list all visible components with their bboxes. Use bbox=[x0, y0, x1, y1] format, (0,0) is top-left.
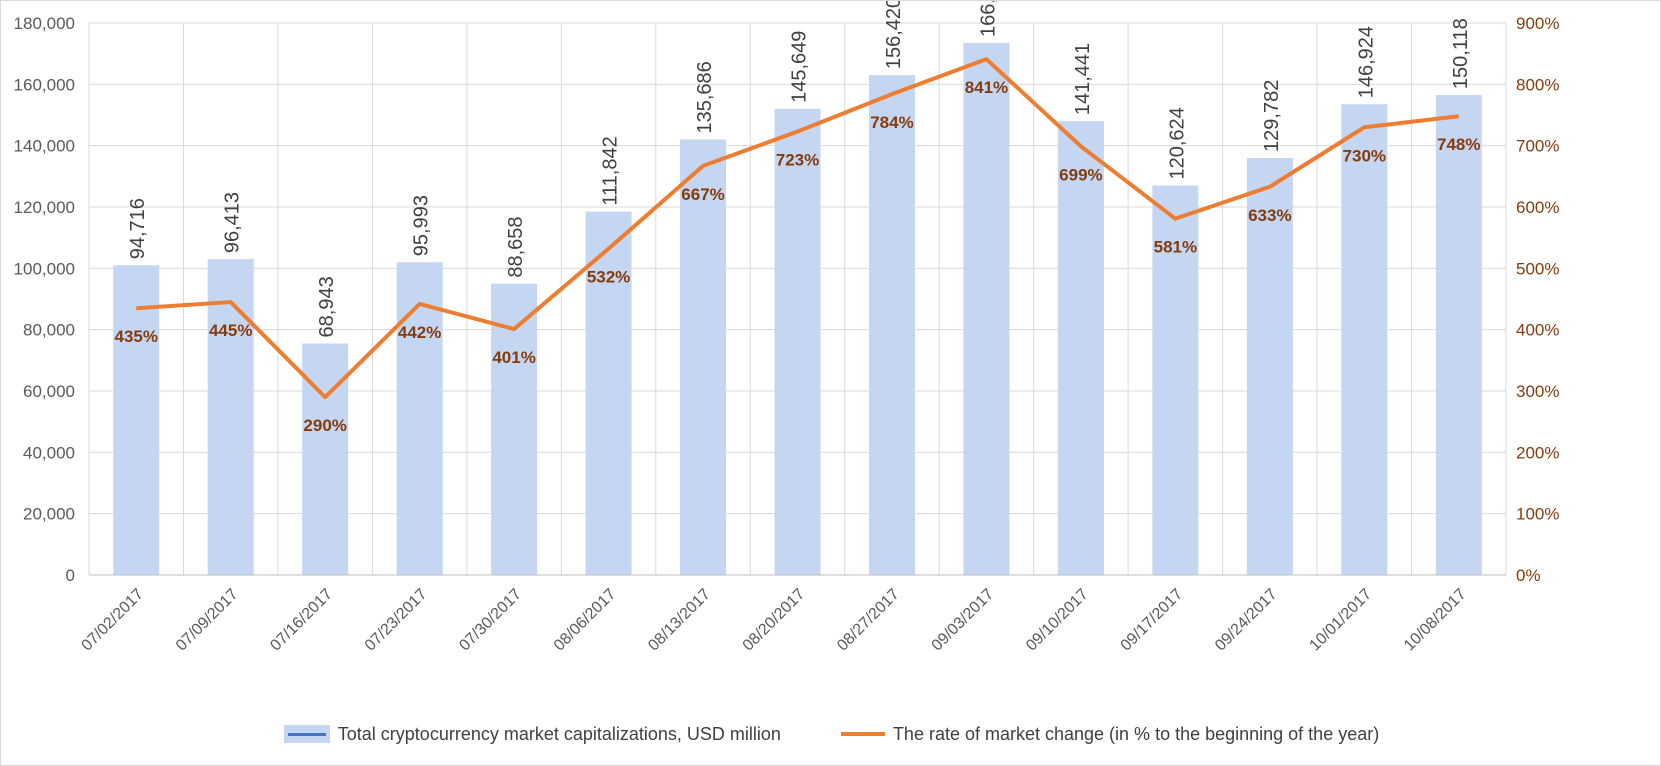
bar bbox=[963, 42, 1010, 575]
y-left-tick-label: 40,000 bbox=[23, 443, 75, 462]
bar-data-label: 94,716 bbox=[127, 198, 149, 259]
line-data-label: 445% bbox=[209, 321, 252, 340]
bar-data-label: 120,624 bbox=[1166, 107, 1188, 179]
bar-data-label: 88,658 bbox=[505, 216, 527, 277]
bar bbox=[491, 283, 538, 575]
line-data-label: 784% bbox=[870, 113, 913, 132]
x-tick-label: 10/01/2017 bbox=[1306, 586, 1375, 655]
bar-data-label: 166,644 bbox=[977, 1, 999, 37]
line-data-label: 532% bbox=[587, 268, 630, 287]
x-tick-label: 10/08/2017 bbox=[1401, 586, 1470, 655]
line-data-label: 633% bbox=[1248, 206, 1291, 225]
y-left-tick-label: 80,000 bbox=[23, 321, 75, 340]
bar-data-label: 150,118 bbox=[1450, 18, 1472, 89]
x-tick-label: 09/10/2017 bbox=[1023, 586, 1092, 655]
y-right-tick-label: 500% bbox=[1516, 259, 1559, 278]
line-data-label: 748% bbox=[1437, 135, 1480, 154]
line-data-label: 730% bbox=[1343, 146, 1386, 165]
y-right-tick-label: 600% bbox=[1516, 198, 1559, 217]
line-data-label: 581% bbox=[1154, 238, 1197, 257]
y-left-tick-label: 20,000 bbox=[23, 505, 75, 524]
x-tick-label: 07/09/2017 bbox=[173, 586, 242, 655]
y-left-tick-label: 180,000 bbox=[14, 14, 75, 33]
x-tick-label: 09/17/2017 bbox=[1118, 586, 1187, 655]
bar bbox=[1152, 185, 1199, 576]
bar-data-label: 95,993 bbox=[411, 195, 433, 256]
line-data-label: 435% bbox=[114, 327, 157, 346]
legend-line-label: The rate of market change (in % to the b… bbox=[892, 723, 1380, 744]
bar-data-label: 135,686 bbox=[694, 61, 716, 133]
line-data-label: 699% bbox=[1059, 165, 1102, 184]
legend-bar-swatch bbox=[283, 725, 330, 743]
legend-item-bar: Total cryptocurrency market capitalizati… bbox=[283, 723, 781, 745]
bar bbox=[1246, 157, 1293, 575]
bar bbox=[113, 265, 160, 575]
bar-data-label: 141,441 bbox=[1072, 43, 1094, 115]
y-left-tick-label: 120,000 bbox=[14, 198, 75, 217]
bar-data-label: 129,782 bbox=[1261, 80, 1283, 152]
y-right-tick-label: 400% bbox=[1516, 321, 1559, 340]
x-tick-label: 08/27/2017 bbox=[834, 586, 903, 655]
bar bbox=[585, 211, 632, 575]
y-right-tick-label: 200% bbox=[1516, 443, 1559, 462]
bar bbox=[680, 139, 727, 576]
x-tick-label: 08/13/2017 bbox=[645, 586, 714, 655]
x-tick-label: 07/02/2017 bbox=[78, 586, 147, 655]
y-right-tick-label: 0% bbox=[1516, 566, 1541, 585]
line-data-label: 667% bbox=[681, 185, 724, 204]
y-left-tick-label: 140,000 bbox=[14, 137, 75, 156]
chart-legend: Total cryptocurrency market capitalizati… bbox=[1, 719, 1661, 749]
bar-data-label: 111,842 bbox=[600, 136, 622, 205]
line-data-label: 841% bbox=[965, 78, 1008, 97]
bar bbox=[1057, 121, 1104, 575]
bar bbox=[868, 75, 915, 575]
y-right-tick-label: 100% bbox=[1516, 505, 1559, 524]
y-left-tick-label: 0 bbox=[66, 566, 75, 585]
x-tick-label: 07/30/2017 bbox=[456, 586, 525, 655]
bar bbox=[1435, 95, 1482, 576]
legend-bar-label: Total cryptocurrency market capitalizati… bbox=[337, 723, 781, 744]
x-tick-label: 07/23/2017 bbox=[362, 586, 431, 655]
x-tick-label: 07/16/2017 bbox=[267, 586, 336, 655]
y-right-tick-label: 900% bbox=[1516, 14, 1559, 33]
x-tick-label: 09/24/2017 bbox=[1212, 586, 1281, 655]
x-tick-label: 08/20/2017 bbox=[740, 586, 809, 655]
legend-item-line: The rate of market change (in % to the b… bbox=[840, 723, 1380, 745]
bar bbox=[1341, 104, 1388, 576]
y-left-tick-label: 60,000 bbox=[23, 382, 75, 401]
bar bbox=[207, 259, 254, 575]
line-series bbox=[136, 57, 1459, 400]
x-tick-label: 09/03/2017 bbox=[929, 586, 998, 655]
bar bbox=[774, 108, 821, 575]
x-tick-label: 08/06/2017 bbox=[551, 586, 620, 655]
line-data-label: 723% bbox=[776, 151, 819, 170]
bar-data-label: 145,649 bbox=[789, 31, 811, 103]
y-right-tick-label: 300% bbox=[1516, 382, 1559, 401]
legend-line-swatch bbox=[840, 732, 885, 736]
line-data-label: 290% bbox=[303, 416, 346, 435]
y-right-tick-label: 800% bbox=[1516, 75, 1559, 94]
combo-chart: 0 20,000 40,000 60,000 80,000 100,000 120,000 1… bbox=[14, 0, 1560, 655]
y-right-tick-label: 700% bbox=[1516, 137, 1559, 156]
y-left-tick-label: 100,000 bbox=[14, 259, 75, 278]
bar-data-label: 156,420 bbox=[883, 1, 905, 69]
bar-data-label: 68,943 bbox=[316, 276, 338, 337]
bar bbox=[396, 262, 443, 575]
bar-data-label: 146,924 bbox=[1355, 26, 1377, 98]
line-data-label: 401% bbox=[492, 348, 535, 367]
line-data-label: 442% bbox=[398, 323, 441, 342]
y-left-tick-label: 160,000 bbox=[14, 75, 75, 94]
bar-data-label: 96,413 bbox=[222, 192, 244, 253]
